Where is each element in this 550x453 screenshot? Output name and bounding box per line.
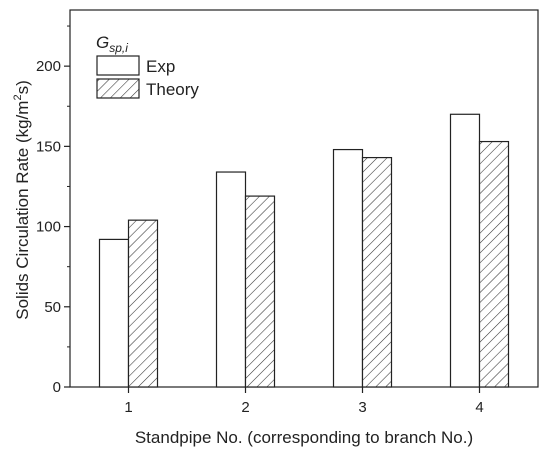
- legend-swatch-exp: [96, 55, 140, 76]
- x-axis-title: Standpipe No. (corresponding to branch N…: [135, 428, 473, 447]
- bar-exp-1: [98, 238, 130, 388]
- legend-title: Gsp,i: [96, 33, 128, 55]
- bar-theory-3: [361, 156, 393, 388]
- y-axis-title: Solids Circulation Rate (kg/m2s): [12, 80, 32, 320]
- legend-label-theory: Theory: [146, 80, 199, 99]
- bar-exp-2: [215, 171, 247, 388]
- bar-theory-1: [127, 219, 159, 388]
- x-tick-label-1: 1: [124, 399, 132, 416]
- y-tick-label-0: 0: [53, 379, 61, 396]
- y-tick-label-50: 50: [44, 299, 61, 316]
- bar-theory-2: [244, 195, 276, 388]
- plot-frame: [69, 9, 539, 388]
- legend-swatch-theory: [96, 78, 140, 99]
- legend-label-exp: Exp: [146, 57, 175, 76]
- x-tick-label-4: 4: [475, 399, 483, 416]
- bar-exp-3: [332, 148, 364, 388]
- y-tick-label-200: 200: [36, 58, 61, 75]
- y-axis: 0 50 100 150 200: [36, 25, 70, 396]
- y-tick-label-100: 100: [36, 219, 61, 236]
- bar-exp-4: [449, 113, 481, 388]
- x-tick-label-2: 2: [241, 399, 249, 416]
- x-tick-label-3: 3: [358, 399, 366, 416]
- bar-theory-4: [478, 140, 510, 388]
- y-tick-label-150: 150: [36, 138, 61, 155]
- x-axis: 1 2 3 4: [124, 387, 484, 416]
- legend: Gsp,i Exp Theory: [96, 33, 199, 99]
- bars-group: [98, 113, 510, 388]
